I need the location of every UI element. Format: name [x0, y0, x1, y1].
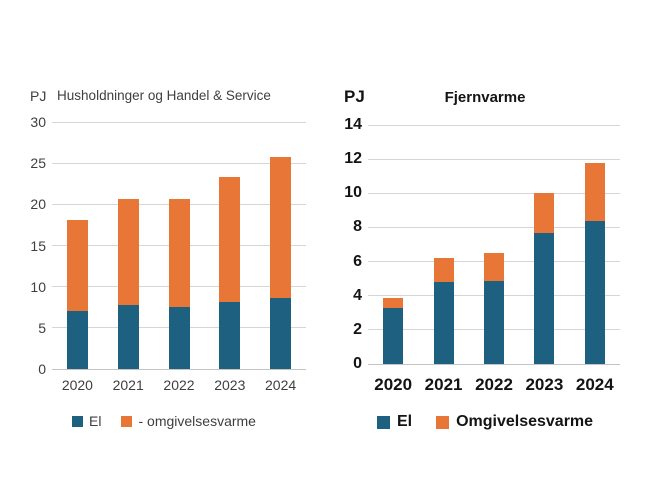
x-tick-label: 2020 [374, 375, 413, 394]
legend-item: Omgivelsesvarme [436, 413, 593, 431]
bar-segment-el [117, 304, 139, 369]
plot-area [52, 121, 306, 370]
x-tick-label: 2020 [61, 377, 93, 393]
y-tick-label: 14 [344, 116, 362, 133]
bar-segment-el [534, 232, 555, 364]
bar-segment-omgivelsesvarme [484, 253, 504, 282]
y-tick-label: 25 [30, 155, 46, 172]
x-tick-label: 2023 [214, 377, 246, 393]
bar-segment-el [270, 298, 292, 369]
y-tick-label: 20 [30, 196, 46, 213]
legend-label: Omgivelsesvarme [456, 413, 594, 430]
legend-swatch-omgivelsesvarme [436, 415, 450, 429]
chart-title: Husholdninger og Handel & Service [57, 88, 271, 103]
y-tick-label: 30 [30, 114, 46, 130]
y-tick-label: 0 [353, 355, 362, 372]
y-tick-label: 12 [344, 150, 362, 168]
legend: El - omgivelsesvarme [20, 413, 308, 429]
legend-label: El [89, 413, 102, 429]
y-tick-label: 10 [30, 278, 46, 295]
x-tick-label: 2022 [475, 375, 513, 394]
y-axis-unit-label: PJ [30, 88, 47, 104]
bar-segment-omgivelsesvarme [534, 193, 555, 233]
gridline [368, 158, 620, 160]
x-tick-label: 2023 [525, 375, 564, 394]
bar-segment-omgivelsesvarme [117, 198, 139, 305]
legend-label: El [396, 413, 413, 430]
chart-title: Fjernvarme [444, 89, 526, 106]
legend-item: - omgivelsesvarme [121, 413, 256, 429]
x-tick-label: 2021 [112, 377, 144, 393]
x-tick-label: 2024 [265, 377, 297, 393]
gridline [52, 121, 306, 123]
legend-label: - omgivelsesvarme [138, 413, 256, 429]
bar-segment-el [383, 307, 404, 364]
y-tick-label: 5 [38, 319, 46, 336]
bar-segment-omgivelsesvarme [584, 163, 605, 222]
x-tick-label: 2021 [424, 375, 463, 394]
bar-segment-omgivelsesvarme [168, 198, 190, 308]
bar-segment-el [484, 281, 504, 364]
y-tick-label: 10 [344, 184, 362, 202]
plot-area [368, 124, 620, 365]
y-tick-label: 8 [353, 218, 362, 236]
bar-segment-el [584, 221, 605, 364]
gridline [368, 124, 620, 126]
x-tick-label: 2022 [163, 377, 195, 393]
legend-swatch-omgivelsesvarme [121, 415, 133, 427]
gridline [368, 226, 620, 228]
bar-segment-el [433, 282, 454, 364]
x-tick-label: 2024 [575, 375, 614, 394]
bar-segment-el [66, 311, 88, 369]
legend: El Omgivelsesvarme [340, 413, 630, 431]
bar-segment-omgivelsesvarme [219, 177, 241, 303]
gridline [52, 162, 306, 164]
x-axis-line [368, 363, 620, 365]
legend-item: El [376, 413, 413, 431]
bar-segment-omgivelsesvarme [66, 220, 88, 312]
y-tick-label: 0 [38, 361, 46, 377]
bar-segment-omgivelsesvarme [433, 258, 454, 283]
y-tick-label: 2 [353, 320, 362, 338]
x-axis-line [52, 368, 306, 370]
y-axis-unit-label: PJ [344, 87, 365, 106]
y-tick-label: 4 [353, 286, 362, 304]
bar-segment-el [168, 307, 190, 369]
y-tick-label: 15 [30, 237, 46, 254]
bar-segment-el [219, 302, 241, 369]
legend-item: El [72, 413, 101, 429]
legend-swatch-el [376, 415, 390, 429]
bar-segment-omgivelsesvarme [270, 157, 292, 299]
bar-segment-omgivelsesvarme [383, 298, 404, 308]
gridline [368, 192, 620, 194]
y-tick-label: 6 [353, 252, 362, 270]
legend-swatch-el [72, 415, 84, 427]
